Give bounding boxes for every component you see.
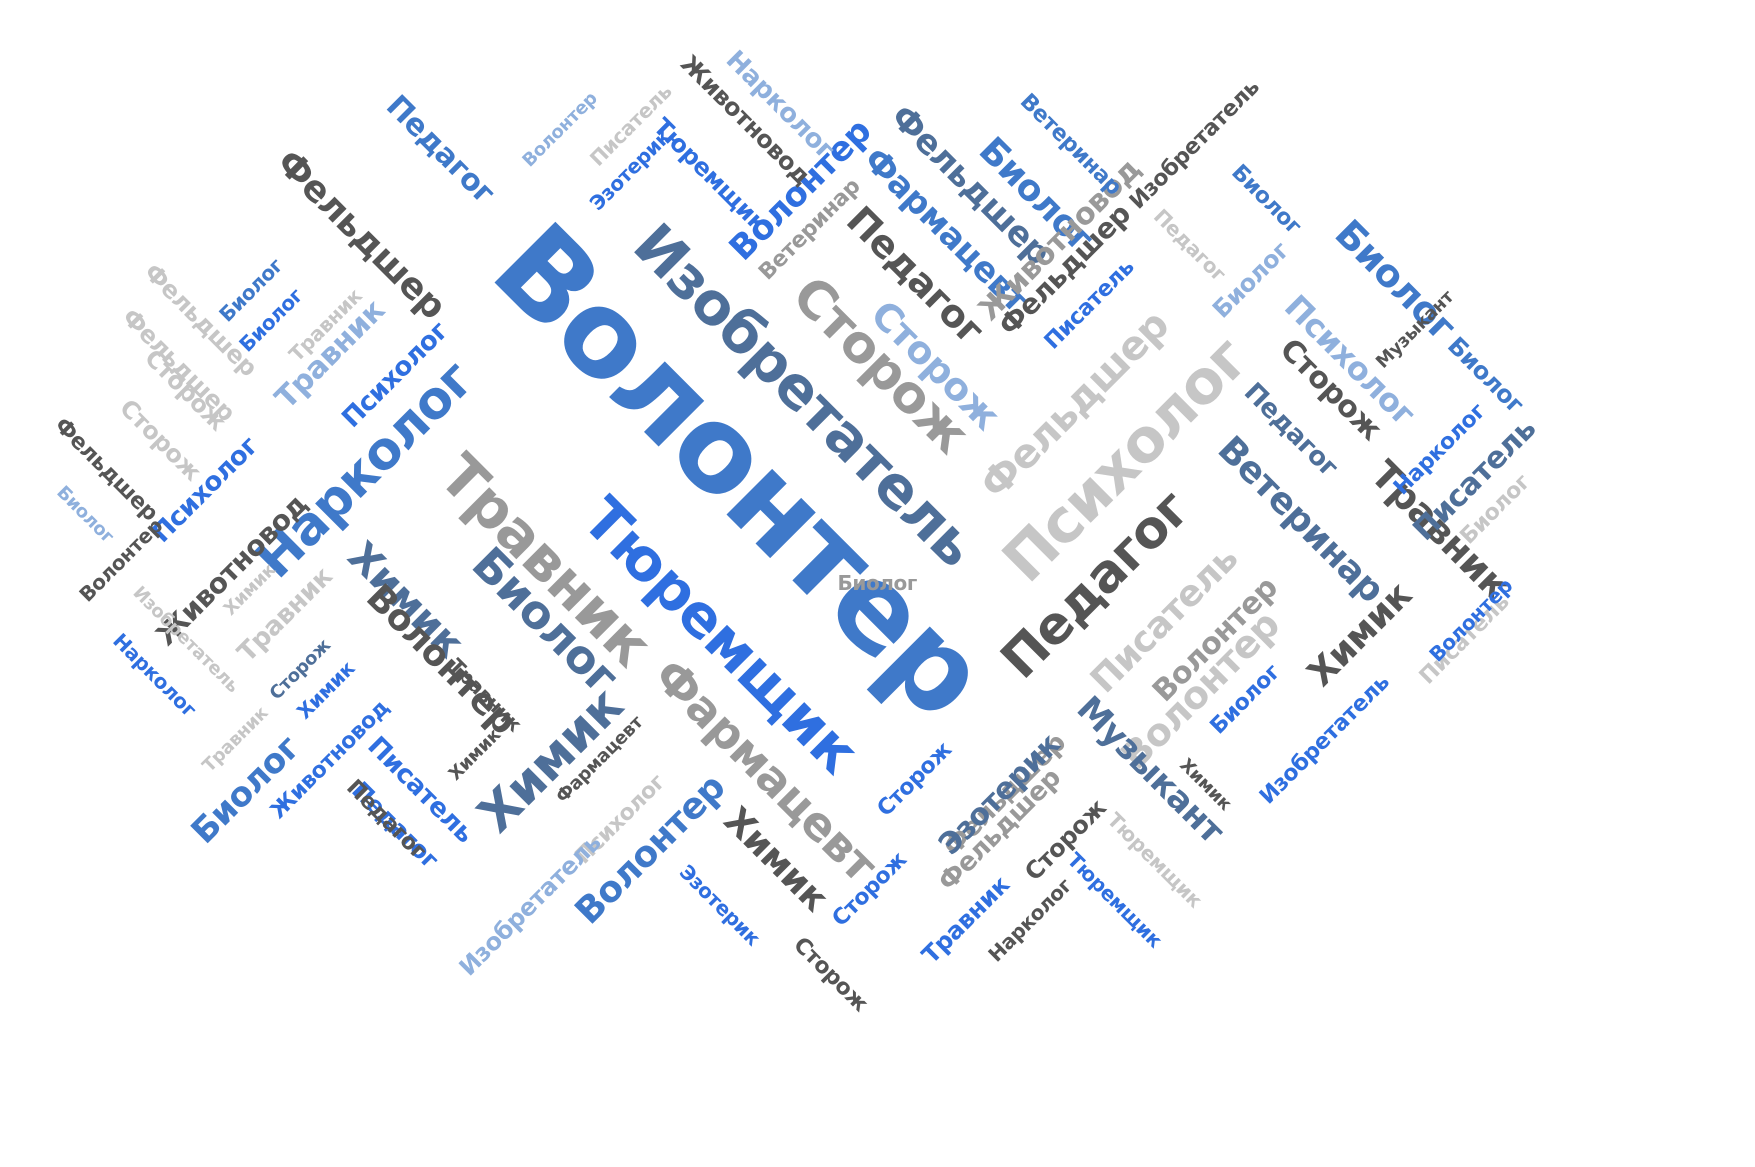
cloud-word: Волонтер [517,88,602,172]
cloud-word: Биолог [52,481,118,548]
cloud-word: Биолог [837,571,918,595]
cloud-word: Биолог [1326,211,1464,349]
cloud-word: Сторож [788,932,873,1017]
cloud-word: Педагог [1148,204,1231,286]
cloud-word: Сторож [872,737,957,822]
cloud-word: Эзотерик [674,859,766,951]
cloud-word: Биолог [1206,236,1294,324]
cloud-word: Биолог [1225,159,1306,240]
cloud-word: Биолог [1441,331,1529,419]
cloud-word: Педагог [379,88,502,211]
cloud-word: Изобретатель [1255,669,1395,810]
